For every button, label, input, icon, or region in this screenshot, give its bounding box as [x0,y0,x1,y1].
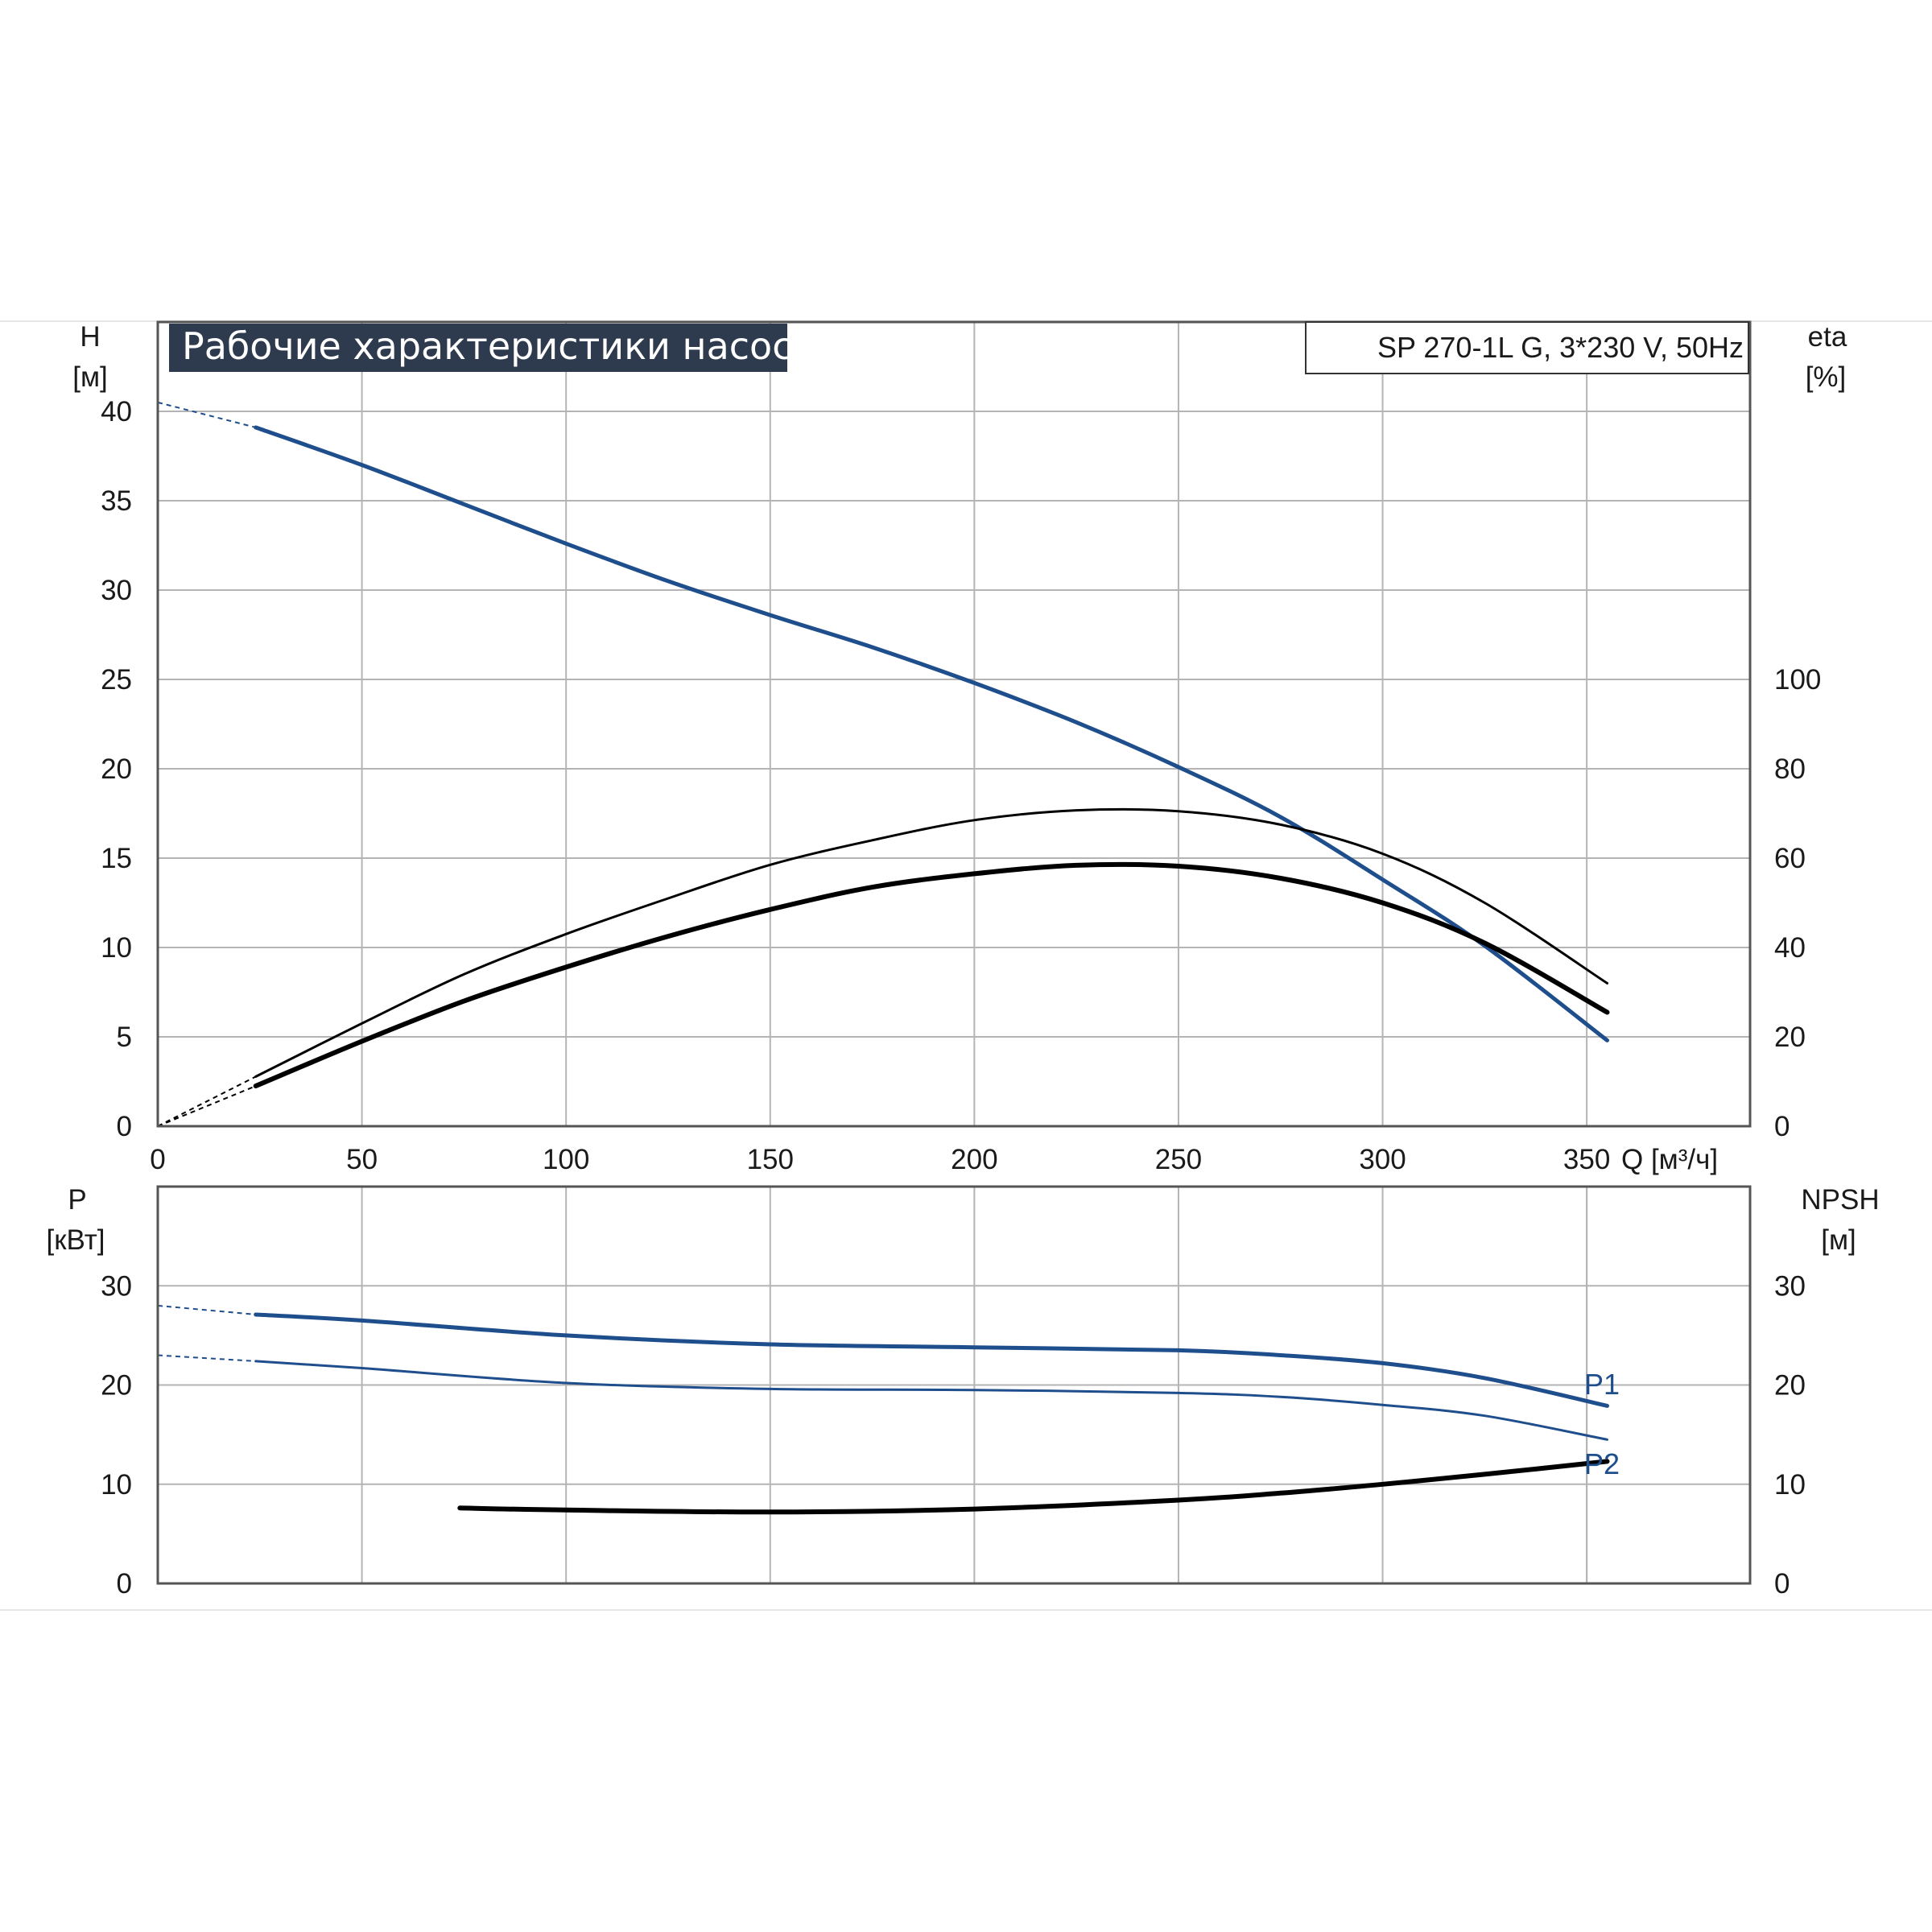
y-right-tick-label: 20 [1774,1370,1806,1402]
y-left-label-bottom: P [68,1184,86,1216]
y-right-tick-label: 0 [1774,1568,1790,1600]
y-left-tick-label: 5 [117,1022,132,1053]
y-right-label-top: eta [1808,321,1847,353]
y-right-tick-label: 100 [1774,664,1821,696]
series-p2-extrapolation [157,1354,256,1362]
top-plot-frame [156,320,1752,1128]
series-eta-tot-extrapolation [157,1085,257,1127]
series-npsh-line [457,1459,1610,1515]
y-right-tick-label: 40 [1774,932,1806,964]
y-left-label-top: H [80,321,100,353]
x-tick-label: 300 [1359,1144,1406,1175]
series-eta-extrapolation [157,1075,257,1127]
title-box [169,324,787,372]
y-left-unit-bottom: [кВт] [47,1224,105,1256]
y-left-tick-label: 40 [101,396,132,427]
y-left-tick-label: 30 [101,575,132,606]
y-right-tick-label: 0 [1774,1111,1790,1142]
y-right-tick-label: 20 [1774,1022,1806,1053]
y-left-tick-label: 30 [101,1270,132,1302]
x-tick-label: 100 [543,1144,589,1175]
curve-label-p1: P1 [1584,1368,1620,1401]
y-left-tick-label: 20 [101,753,132,785]
x-tick-label: 0 [150,1144,165,1175]
x-tick-label: 200 [951,1144,997,1175]
series-eta-tot-line [253,861,1610,1088]
series-p2-line [254,1360,1608,1441]
x-tick-label: 250 [1155,1144,1202,1175]
y-left-tick-label: 35 [101,485,132,517]
x-axis-unit: Q [м³/ч] [1621,1144,1718,1175]
y-left-tick-label: 10 [101,932,132,964]
y-left-tick-label: 0 [117,1111,132,1142]
series-h-extrapolation [157,401,256,428]
chart-title: Рабочие характеристики насоса [182,324,815,368]
x-tick-label: 50 [346,1144,378,1175]
y-right-tick-label: 80 [1774,753,1806,785]
series-h-line [254,425,1609,1042]
y-right-tick-label: 60 [1774,843,1806,874]
y-left-tick-label: 10 [101,1469,132,1501]
y-right-tick-label: 30 [1774,1270,1806,1302]
model-box [1305,321,1749,374]
series-eta-line [254,807,1608,1078]
curve-label-p2: P2 [1584,1447,1620,1480]
y-left-unit-top: [м] [72,361,108,393]
bottom-plot-frame [156,1185,1752,1585]
y-left-tick-label: 0 [117,1568,132,1600]
model-label: SP 270-1L G, 3*230 V, 50Hz [1377,331,1744,364]
series-p1-line [254,1312,1609,1408]
x-tick-label: 350 [1563,1144,1610,1175]
series-p1-extrapolation [157,1304,256,1315]
x-tick-label: 150 [747,1144,794,1175]
y-right-label-bottom: NPSH [1801,1184,1879,1216]
y-left-tick-label: 15 [101,843,132,874]
y-right-tick-label: 10 [1774,1469,1806,1501]
y-right-unit-bottom: [м] [1821,1224,1856,1256]
curves-layer [157,401,1610,1515]
y-left-tick-label: 25 [101,664,132,696]
y-left-tick-label: 20 [101,1370,132,1402]
y-right-unit-top: [%] [1806,361,1847,393]
